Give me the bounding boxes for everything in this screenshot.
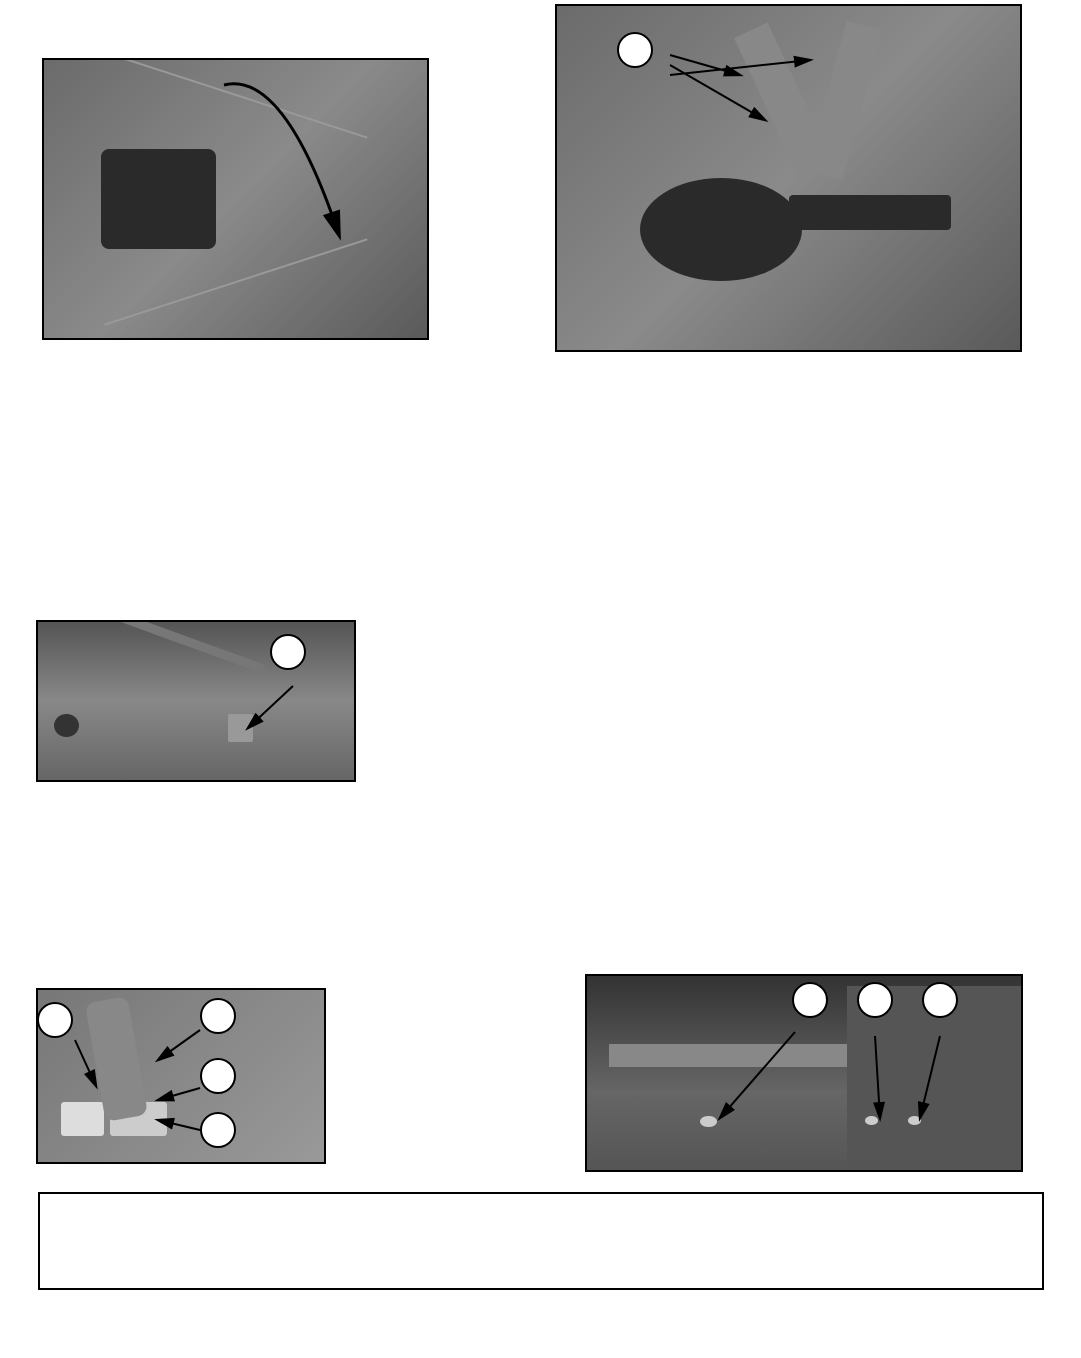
fig5-callout-1 (857, 982, 893, 1018)
fig4-callout-3 (200, 1112, 236, 1148)
figure-4-frame (36, 988, 326, 1164)
fig4-callout-1 (200, 998, 236, 1034)
fig3-callout-0 (270, 634, 306, 670)
figure-1-frame (42, 58, 429, 340)
fig2-callout-0 (617, 32, 653, 68)
fig4-callout-0 (37, 1002, 73, 1038)
figure-3-photo (38, 622, 354, 780)
figure-3-frame (36, 620, 356, 782)
fig5-callout-0 (792, 982, 828, 1018)
fig5-callout-2 (922, 982, 958, 1018)
figure-4-photo (38, 990, 324, 1162)
figure-1-photo (44, 60, 427, 338)
fig4-callout-2 (200, 1058, 236, 1094)
bottom-text-box (38, 1192, 1044, 1290)
